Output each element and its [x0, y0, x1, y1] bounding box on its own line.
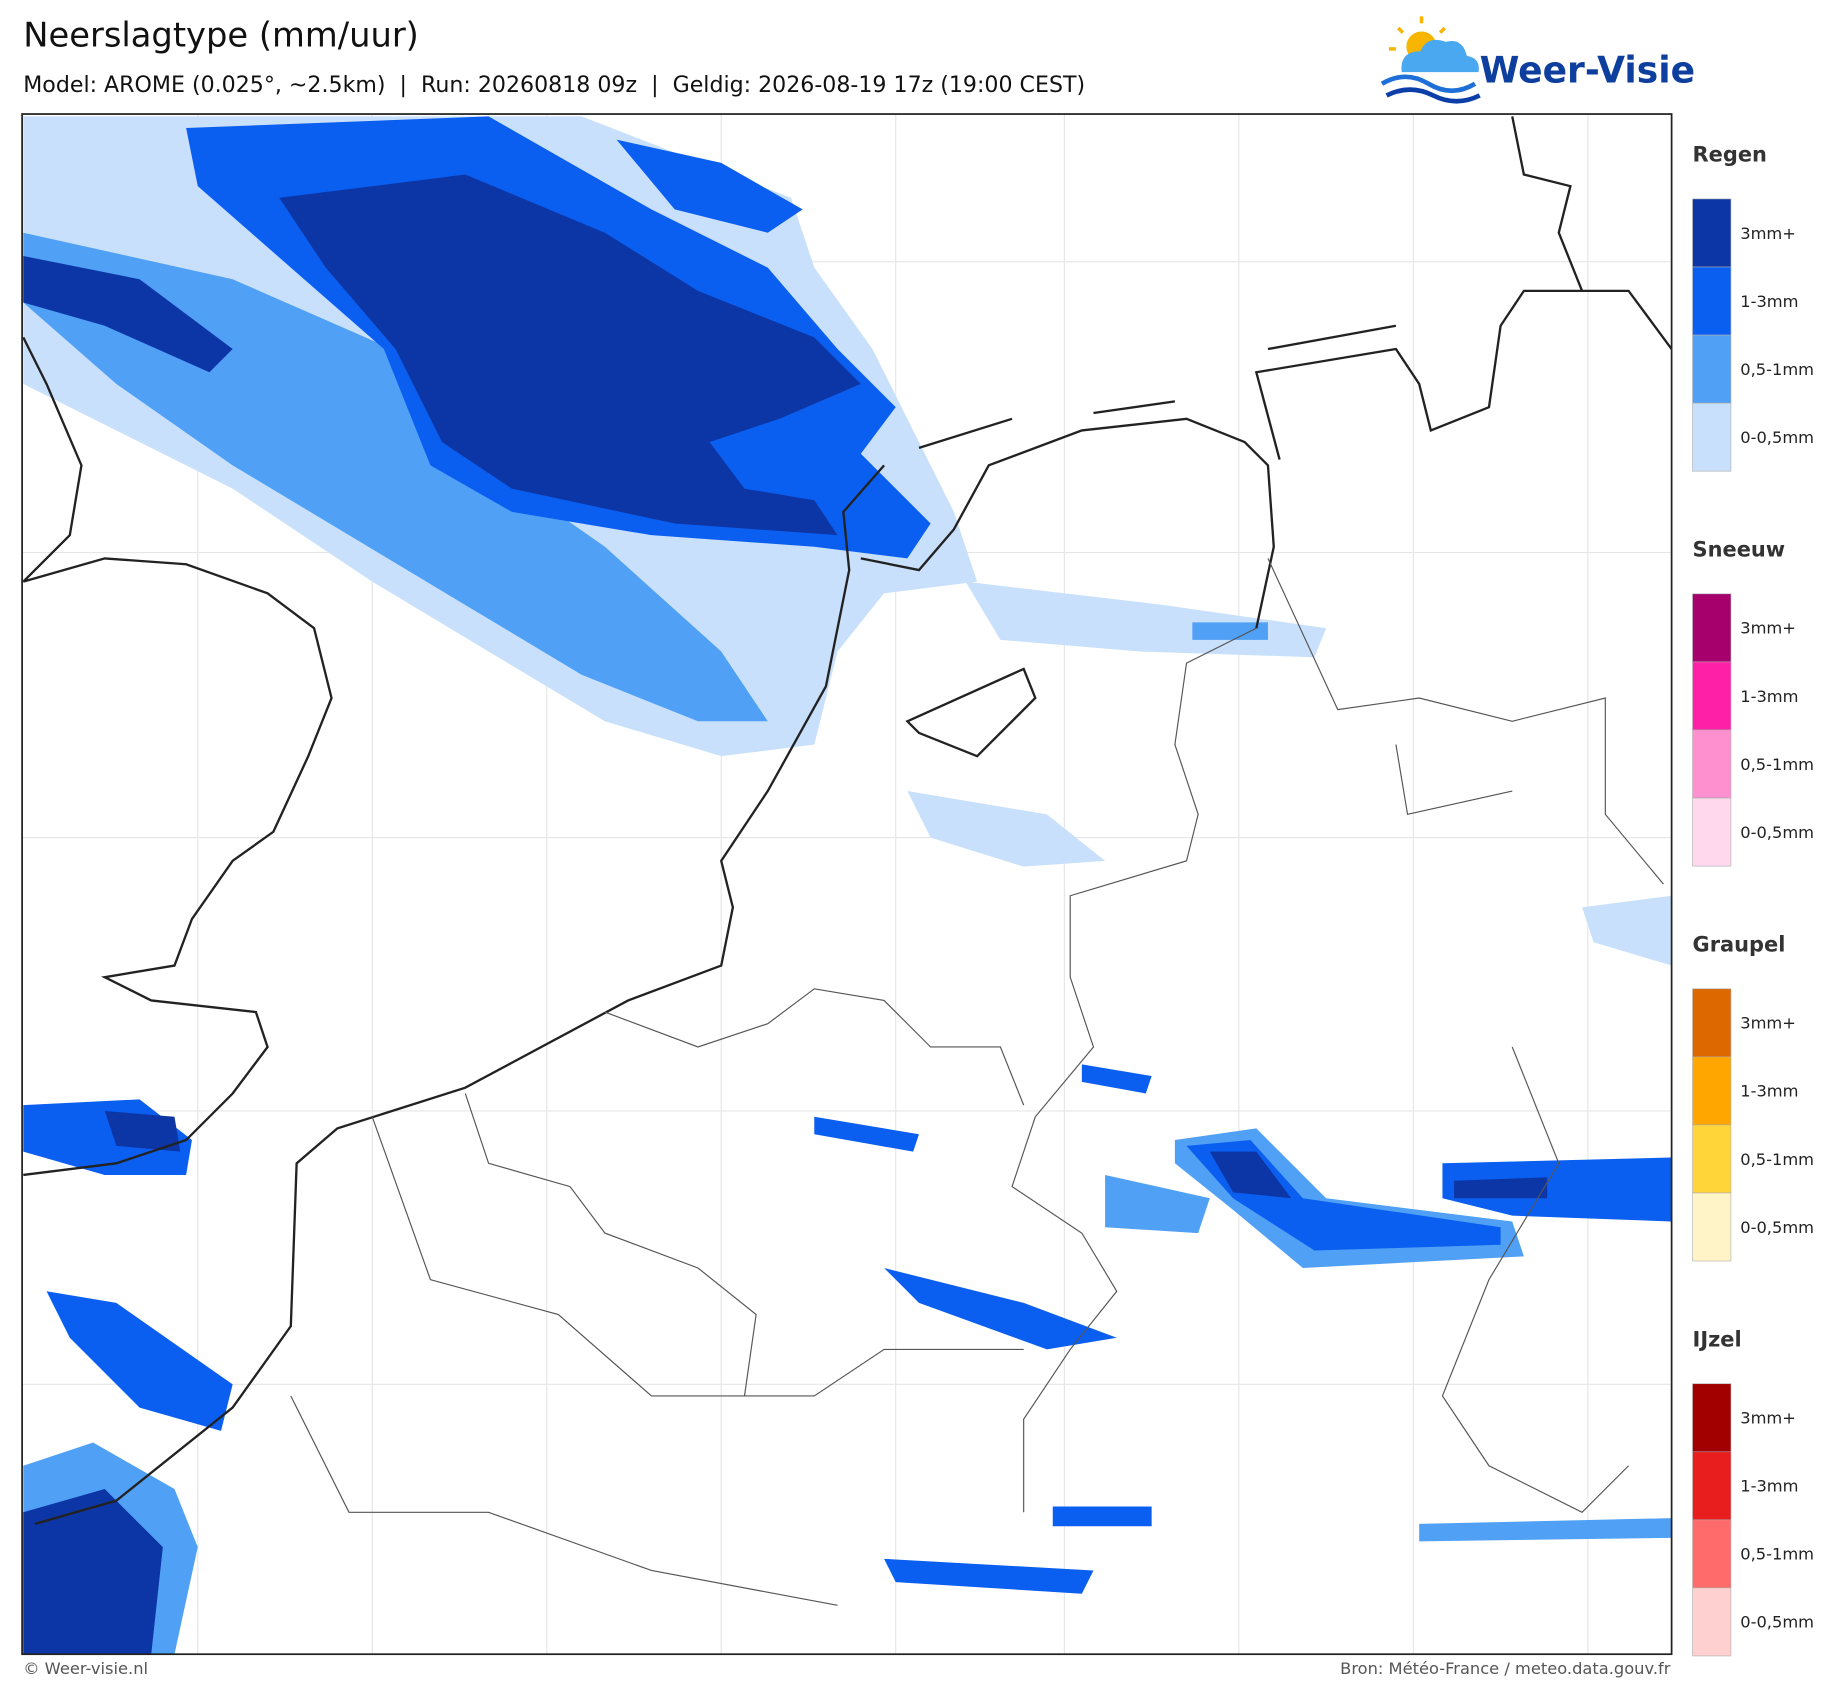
legend-swatch — [1692, 1192, 1732, 1262]
subtitle: Model: AROME (0.025°, ~2.5km) | Run: 202… — [23, 72, 1085, 98]
legend-swatch — [1692, 988, 1732, 1058]
legend-swatch — [1692, 1056, 1732, 1126]
graticule — [22, 114, 1672, 1655]
legend-label: 0-0,5mm — [1740, 1218, 1814, 1237]
legend-label: 0,5-1mm — [1740, 360, 1814, 379]
legend-title: Regen — [1693, 143, 1767, 167]
legend-label: 3mm+ — [1740, 1014, 1796, 1033]
legend-swatch — [1692, 1519, 1732, 1589]
source: Bron: Météo-France / meteo.data.gouv.fr — [1340, 1659, 1671, 1678]
copyright: © Weer-visie.nl — [23, 1659, 148, 1678]
legend-swatch — [1692, 1124, 1732, 1194]
legend-swatch — [1692, 661, 1732, 731]
legend-label: 0,5-1mm — [1740, 1150, 1814, 1169]
map — [22, 114, 1672, 1655]
legend-label: 3mm+ — [1740, 1409, 1796, 1428]
legend-swatch — [1692, 1383, 1732, 1453]
legend-label: 0,5-1mm — [1740, 1545, 1814, 1564]
map-frame — [21, 113, 1673, 1656]
legend-label: 3mm+ — [1740, 619, 1796, 638]
legend-swatch — [1692, 198, 1732, 268]
borders — [290, 558, 1664, 1606]
logo-text: Weer-Visie — [1480, 50, 1695, 92]
legend-label: 0-0,5mm — [1740, 1613, 1814, 1632]
title: Neerslagtype (mm/uur) — [23, 16, 419, 55]
legend-label: 1-3mm — [1740, 687, 1798, 706]
legend-title: Graupel — [1693, 933, 1786, 957]
legend-swatch — [1692, 334, 1732, 404]
legend-label: 0-0,5mm — [1740, 823, 1814, 842]
legend-swatch — [1692, 593, 1732, 663]
legend-swatch — [1692, 729, 1732, 799]
legend-title: Sneeuw — [1693, 538, 1786, 562]
legend-label: 0,5-1mm — [1740, 755, 1814, 774]
precipitation — [23, 116, 1672, 1655]
legend-swatch — [1692, 402, 1732, 472]
legend-label: 1-3mm — [1740, 1477, 1798, 1496]
legend-label: 1-3mm — [1740, 1082, 1798, 1101]
legend-swatch — [1692, 1587, 1732, 1657]
legend-label: 3mm+ — [1740, 224, 1796, 243]
legend: Regen 3mm+ 1-3mm 0,5-1mm 0-0,5mm Sneeuw 3mm+ 1-… — [1692, 143, 1814, 1657]
logo: Weer-Visie — [1380, 16, 1695, 104]
legend-title: IJzel — [1693, 1328, 1742, 1352]
legend-label: 1-3mm — [1740, 292, 1798, 311]
legend-swatch — [1692, 266, 1732, 336]
legend-swatch — [1692, 797, 1732, 867]
coastlines — [22, 116, 1672, 1526]
legend-label: 0-0,5mm — [1740, 428, 1814, 447]
legend-swatch — [1692, 1451, 1732, 1521]
